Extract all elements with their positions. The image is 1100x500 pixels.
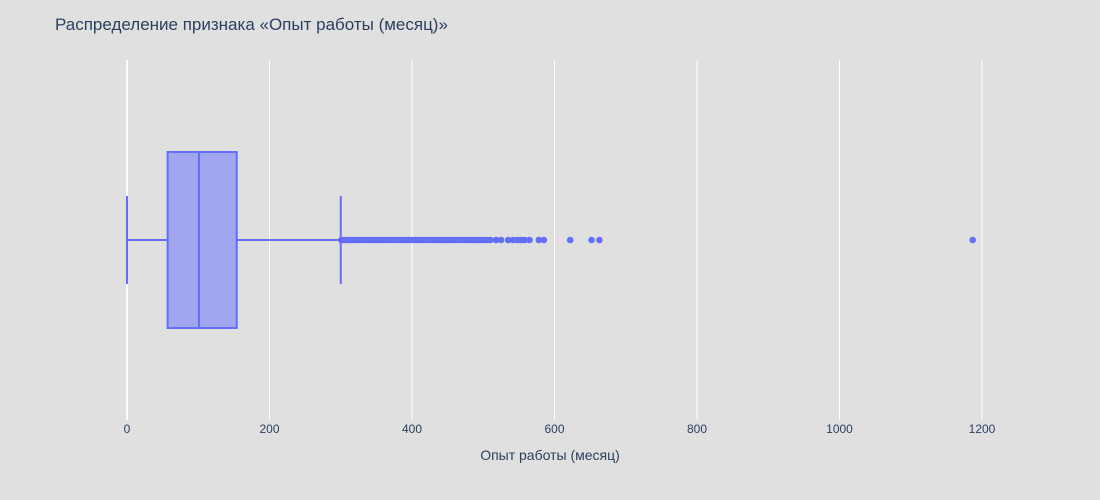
x-tick-label-600: 600 bbox=[544, 422, 564, 436]
box-plot bbox=[126, 151, 342, 329]
outlier-point bbox=[566, 236, 574, 244]
iqr-box bbox=[166, 151, 238, 329]
x-tick-label-0: 0 bbox=[124, 422, 131, 436]
x-tick-label-1000: 1000 bbox=[826, 422, 853, 436]
outlier-point bbox=[487, 236, 494, 244]
outlier-point bbox=[540, 236, 548, 244]
x-tick-label-400: 400 bbox=[402, 422, 422, 436]
x-tick-label-200: 200 bbox=[259, 422, 279, 436]
x-axis-title: Опыт работы (месяц) bbox=[480, 447, 620, 463]
x-tick-label-800: 800 bbox=[687, 422, 707, 436]
outlier-point bbox=[492, 236, 500, 244]
outlier-point bbox=[521, 236, 528, 244]
x-tick-label-1200: 1200 bbox=[969, 422, 996, 436]
outlier-point bbox=[588, 236, 595, 244]
chart-title: Распределение признака «Опыт работы (мес… bbox=[55, 15, 448, 34]
outlier-point bbox=[504, 236, 512, 244]
outlier-point bbox=[596, 236, 603, 244]
outlier-points bbox=[337, 236, 977, 244]
outlier-point bbox=[497, 236, 505, 244]
outlier-point bbox=[526, 236, 533, 244]
outlier-point bbox=[535, 236, 543, 244]
x-axis-ticks: 0 200 400 600 800 1000 1200 bbox=[124, 422, 996, 436]
outlier-point bbox=[969, 236, 977, 244]
